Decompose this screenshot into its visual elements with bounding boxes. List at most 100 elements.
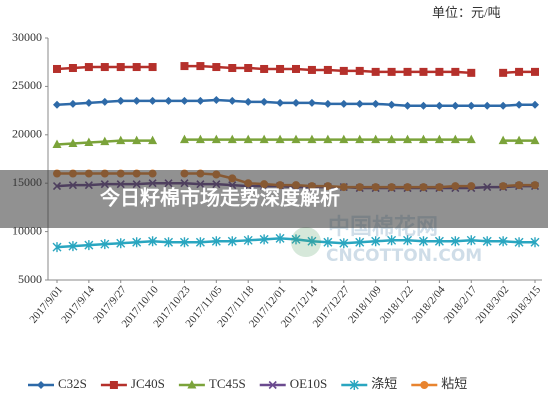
- marker: [514, 135, 524, 145]
- marker: [275, 233, 285, 244]
- marker: [292, 64, 300, 73]
- marker: [515, 67, 524, 76]
- banner-bg: [0, 170, 548, 228]
- watermark-en: CNCOTTON.COM: [326, 246, 482, 266]
- marker: [148, 63, 157, 72]
- marker: [52, 139, 62, 148]
- marker: [371, 67, 380, 76]
- marker: [196, 96, 205, 105]
- marker: [530, 135, 540, 145]
- marker: [196, 62, 205, 71]
- marker: [227, 236, 237, 247]
- marker: [212, 95, 221, 104]
- marker: [68, 99, 77, 108]
- marker: [339, 238, 349, 249]
- marker: [403, 101, 412, 110]
- marker: [419, 101, 428, 110]
- marker: [116, 63, 125, 72]
- marker: [148, 236, 158, 247]
- marker: [514, 237, 524, 248]
- marker: [116, 238, 126, 249]
- x-tick-label: 2018/3/15: [505, 283, 543, 325]
- marker: [530, 237, 540, 248]
- marker: [451, 67, 460, 76]
- marker: [260, 97, 269, 106]
- marker: [420, 381, 429, 389]
- marker: [482, 236, 492, 247]
- marker: [179, 134, 189, 144]
- marker: [148, 135, 158, 145]
- marker: [132, 96, 141, 105]
- marker: [164, 96, 173, 105]
- marker: [228, 64, 237, 73]
- marker: [259, 134, 269, 144]
- marker: [371, 236, 381, 247]
- marker: [291, 134, 301, 144]
- banner-title: 今日籽棉市场走势深度解析: [100, 186, 340, 210]
- marker: [53, 64, 61, 73]
- marker: [227, 134, 237, 144]
- marker: [268, 380, 277, 390]
- y-tick-label: 5000: [18, 272, 42, 286]
- marker: [307, 134, 317, 144]
- marker: [84, 63, 93, 72]
- marker: [467, 68, 476, 77]
- marker: [211, 134, 221, 144]
- legend-label: 涤短: [371, 376, 397, 391]
- marker: [451, 101, 460, 110]
- marker: [100, 63, 109, 72]
- legend-label: OE10S: [290, 376, 328, 391]
- marker: [84, 137, 94, 147]
- marker: [323, 99, 332, 108]
- marker: [323, 237, 333, 248]
- marker: [260, 64, 269, 73]
- marker: [180, 96, 189, 105]
- legend: C32S JC40S TC45S OE10S 涤短 粘短: [28, 376, 467, 391]
- marker: [435, 101, 444, 110]
- marker: [291, 234, 301, 245]
- marker: [132, 63, 141, 72]
- legend-label: C32S: [58, 376, 87, 391]
- marker: [68, 138, 78, 148]
- marker: [100, 239, 110, 250]
- watermark-logo: [291, 227, 321, 257]
- marker: [387, 100, 396, 109]
- marker: [307, 98, 316, 107]
- marker: [499, 68, 508, 77]
- marker: [68, 241, 78, 252]
- legend-label: TC45S: [209, 376, 246, 391]
- marker: [212, 63, 221, 72]
- marker: [259, 234, 269, 245]
- marker: [116, 96, 125, 105]
- marker: [292, 98, 300, 107]
- marker: [339, 66, 348, 75]
- marker: [339, 99, 348, 108]
- marker: [180, 62, 189, 71]
- marker: [84, 240, 94, 251]
- marker: [387, 235, 397, 246]
- marker: [466, 134, 476, 144]
- marker: [244, 97, 253, 106]
- marker: [467, 101, 476, 110]
- marker: [100, 97, 109, 106]
- marker: [498, 236, 508, 247]
- marker: [499, 101, 508, 110]
- marker: [466, 235, 476, 246]
- marker: [100, 136, 110, 146]
- marker: [244, 64, 253, 73]
- marker: [515, 100, 524, 109]
- marker: [164, 237, 174, 248]
- marker: [148, 96, 157, 105]
- marker: [450, 236, 460, 247]
- legend-label: 粘短: [441, 376, 467, 391]
- marker: [276, 64, 285, 73]
- marker: [276, 98, 285, 107]
- marker: [179, 237, 189, 248]
- marker: [403, 67, 412, 76]
- marker: [84, 98, 93, 107]
- marker: [68, 64, 77, 73]
- marker: [371, 99, 380, 108]
- marker: [403, 235, 413, 246]
- marker: [243, 134, 253, 144]
- marker: [53, 100, 61, 109]
